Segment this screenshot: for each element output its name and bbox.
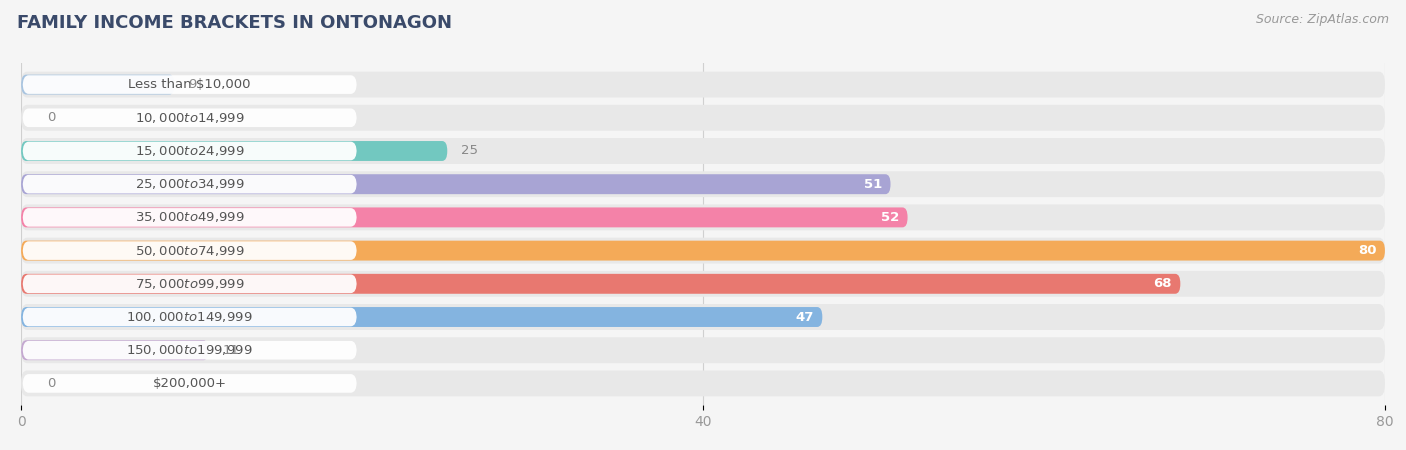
Text: 0: 0 — [46, 111, 55, 124]
FancyBboxPatch shape — [22, 208, 357, 227]
Text: $50,000 to $74,999: $50,000 to $74,999 — [135, 243, 245, 257]
FancyBboxPatch shape — [21, 274, 1181, 294]
FancyBboxPatch shape — [21, 204, 1385, 230]
FancyBboxPatch shape — [22, 308, 357, 326]
Text: $75,000 to $99,999: $75,000 to $99,999 — [135, 277, 245, 291]
FancyBboxPatch shape — [21, 340, 208, 360]
Text: 68: 68 — [1153, 277, 1171, 290]
FancyBboxPatch shape — [22, 108, 357, 127]
FancyBboxPatch shape — [21, 307, 823, 327]
Text: $35,000 to $49,999: $35,000 to $49,999 — [135, 211, 245, 225]
FancyBboxPatch shape — [21, 171, 1385, 197]
Text: Less than $10,000: Less than $10,000 — [128, 78, 250, 91]
Text: $25,000 to $34,999: $25,000 to $34,999 — [135, 177, 245, 191]
Text: 51: 51 — [863, 178, 882, 191]
Text: FAMILY INCOME BRACKETS IN ONTONAGON: FAMILY INCOME BRACKETS IN ONTONAGON — [17, 14, 451, 32]
FancyBboxPatch shape — [21, 241, 1385, 261]
FancyBboxPatch shape — [21, 370, 1385, 396]
Text: Source: ZipAtlas.com: Source: ZipAtlas.com — [1256, 14, 1389, 27]
FancyBboxPatch shape — [21, 174, 890, 194]
FancyBboxPatch shape — [21, 105, 1385, 131]
Text: 11: 11 — [222, 344, 239, 357]
Text: $15,000 to $24,999: $15,000 to $24,999 — [135, 144, 245, 158]
Text: $10,000 to $14,999: $10,000 to $14,999 — [135, 111, 245, 125]
Text: 25: 25 — [461, 144, 478, 158]
Text: 80: 80 — [1358, 244, 1376, 257]
Text: $200,000+: $200,000+ — [153, 377, 226, 390]
FancyBboxPatch shape — [21, 72, 1385, 98]
Text: 47: 47 — [796, 310, 814, 324]
FancyBboxPatch shape — [21, 207, 908, 227]
Text: 52: 52 — [880, 211, 898, 224]
FancyBboxPatch shape — [22, 274, 357, 293]
Text: 9: 9 — [188, 78, 197, 91]
FancyBboxPatch shape — [21, 304, 1385, 330]
Text: 0: 0 — [46, 377, 55, 390]
FancyBboxPatch shape — [22, 241, 357, 260]
FancyBboxPatch shape — [22, 75, 357, 94]
FancyBboxPatch shape — [21, 141, 447, 161]
FancyBboxPatch shape — [22, 374, 357, 393]
FancyBboxPatch shape — [22, 341, 357, 360]
FancyBboxPatch shape — [21, 75, 174, 94]
FancyBboxPatch shape — [21, 271, 1385, 297]
Text: $100,000 to $149,999: $100,000 to $149,999 — [127, 310, 253, 324]
FancyBboxPatch shape — [21, 238, 1385, 264]
FancyBboxPatch shape — [21, 337, 1385, 363]
Text: $150,000 to $199,999: $150,000 to $199,999 — [127, 343, 253, 357]
FancyBboxPatch shape — [22, 142, 357, 160]
FancyBboxPatch shape — [22, 175, 357, 194]
FancyBboxPatch shape — [21, 138, 1385, 164]
